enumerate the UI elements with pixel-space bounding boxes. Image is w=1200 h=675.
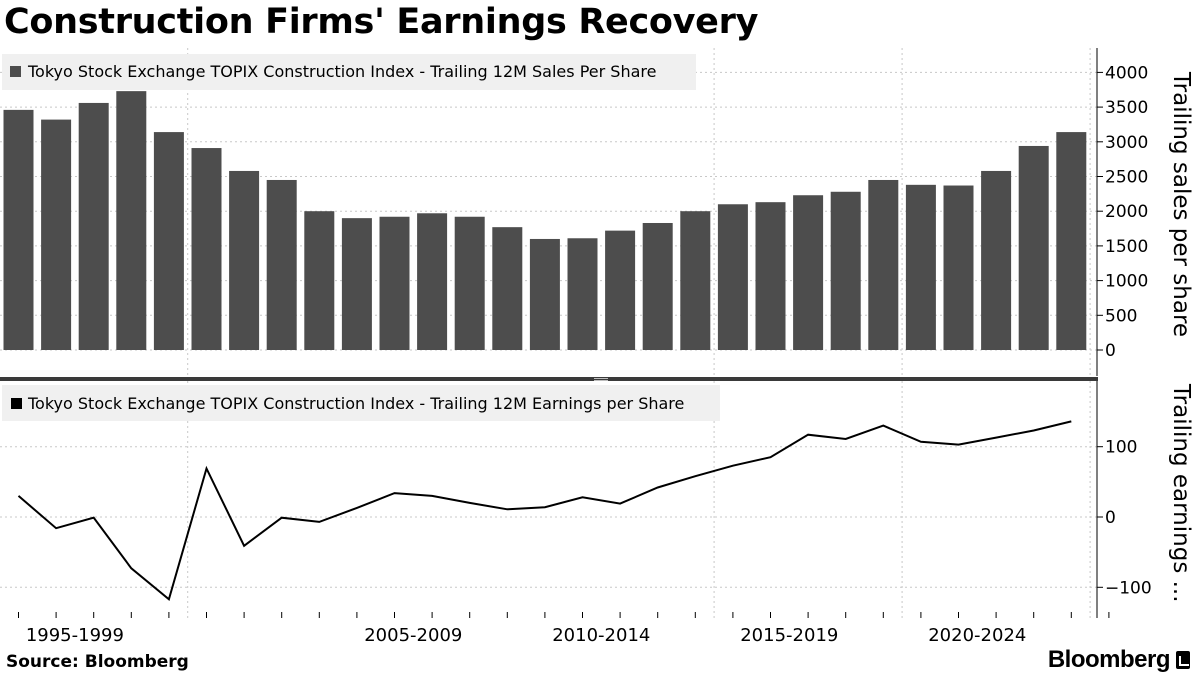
sales-bar	[905, 184, 936, 350]
earnings-legend-swatch	[11, 398, 22, 409]
sales-bar	[229, 170, 260, 350]
sales-axis-tick-label: 3000	[1105, 133, 1148, 153]
sales-axis-tick-label: 2500	[1105, 168, 1148, 188]
x-axis-label: 2010-2014	[552, 625, 650, 646]
earnings-legend-label: Tokyo Stock Exchange TOPIX Construction …	[27, 394, 684, 413]
sales-bar	[717, 204, 748, 350]
earnings-legend: Tokyo Stock Exchange TOPIX Construction …	[2, 385, 720, 421]
sales-axis-tick-label: 1500	[1105, 237, 1148, 257]
sales-bar	[417, 213, 448, 350]
earnings-line	[17, 420, 1072, 602]
sales-bar	[379, 216, 410, 350]
sales-bar	[755, 202, 786, 350]
sales-bar	[492, 227, 523, 350]
sales-axis-tick-label: 4000	[1105, 63, 1148, 83]
earnings-axis-tick-label: 0	[1105, 508, 1116, 528]
sales-bar	[567, 238, 598, 350]
earnings-y-axis-title: Trailing earnings ...	[1168, 383, 1194, 603]
divider-grip	[594, 380, 608, 381]
sales-y-axis: 0 500 1000 1500 2000 2500 3000 3500 4000	[1096, 48, 1148, 376]
earnings-axis-tick-label: 100	[1105, 438, 1137, 458]
earnings-axis-tick-label: −100	[1105, 578, 1152, 598]
sales-bar	[116, 91, 147, 350]
sales-axis-tick-label: 500	[1105, 306, 1137, 326]
earnings-legend-background	[2, 385, 720, 421]
x-axis: 1995-1999 2005-2009 2010-2014 2015-2019 2020…	[18, 612, 1110, 646]
sales-bar	[78, 102, 109, 350]
sales-bar	[304, 211, 335, 350]
sales-bar	[605, 230, 636, 350]
sales-bar	[1056, 132, 1087, 350]
sales-bar	[981, 170, 1012, 350]
x-axis-label: 1995-1999	[26, 625, 124, 646]
x-axis-label: 2005-2009	[364, 625, 462, 646]
sales-bar	[680, 211, 711, 350]
sales-bar	[341, 218, 372, 350]
sales-bar	[830, 191, 861, 350]
x-axis-label: 2020-2024	[928, 625, 1026, 646]
sales-axis-tick-label: 2000	[1105, 202, 1148, 222]
sales-bar	[266, 179, 297, 350]
terminal-icon	[1176, 651, 1190, 669]
brand-name: Bloomberg	[1047, 646, 1171, 673]
sales-bar	[868, 179, 899, 350]
sales-y-axis-title: Trailing sales per share	[1168, 71, 1194, 337]
sales-bar	[153, 132, 184, 350]
divider-grip	[594, 378, 608, 379]
sales-legend: Tokyo Stock Exchange TOPIX Construction …	[2, 54, 696, 90]
sales-bar	[793, 195, 824, 350]
x-axis-label: 2015-2019	[740, 625, 838, 646]
sales-bar	[642, 222, 673, 350]
sales-legend-label: Tokyo Stock Exchange TOPIX Construction …	[27, 62, 656, 81]
sales-axis-tick-label: 0	[1105, 341, 1116, 361]
sales-bar	[529, 238, 560, 350]
earnings-y-axis: −100 0 100	[1096, 381, 1152, 618]
sales-bar	[3, 109, 34, 350]
panel-divider[interactable]	[0, 377, 1098, 381]
sales-legend-background	[2, 54, 696, 90]
sales-axis-tick-label: 3500	[1105, 98, 1148, 118]
sales-bars	[3, 91, 1087, 350]
sales-bar	[1018, 145, 1049, 350]
sales-bar	[943, 185, 974, 350]
sales-legend-swatch	[10, 66, 21, 77]
earnings-line-group	[17, 420, 1072, 602]
source-note: Source: Bloomberg	[6, 652, 189, 672]
brand-logo: Bloomberg	[1048, 646, 1190, 674]
sales-bar	[454, 216, 485, 350]
chart-title: Construction Firms' Earnings Recovery	[4, 2, 759, 42]
sales-bar	[41, 119, 72, 350]
sales-axis-tick-label: 1000	[1105, 272, 1148, 292]
sales-bar	[191, 148, 222, 350]
